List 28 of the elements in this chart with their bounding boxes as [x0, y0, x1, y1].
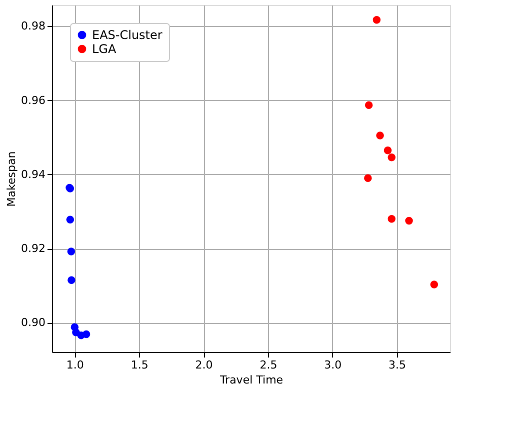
x-tick-label: 1.5 — [130, 358, 148, 372]
point — [405, 216, 413, 225]
y-axis-title: Makespan — [5, 151, 18, 207]
x-tick-label: 3.0 — [324, 358, 342, 372]
y-tick-label: 0.94 — [21, 168, 46, 181]
point — [68, 276, 76, 284]
x-tick-label: 2.0 — [195, 358, 213, 372]
point — [388, 154, 396, 162]
point — [388, 215, 396, 223]
x-tick-label: 3.5 — [388, 358, 406, 372]
point — [376, 132, 384, 140]
point — [66, 216, 74, 224]
x-axis-title: Travel Time — [218, 374, 284, 386]
point — [364, 174, 372, 182]
point — [82, 330, 90, 338]
y-tick-label: 0.98 — [21, 20, 46, 33]
point — [364, 101, 373, 109]
y-tick-label: 0.90 — [21, 316, 46, 330]
point — [430, 280, 438, 288]
y-tick-label: 0.96 — [21, 94, 46, 107]
y-tick-label: 0.92 — [21, 242, 46, 256]
x-tick-label: 2.5 — [260, 358, 278, 372]
point — [384, 146, 392, 154]
legend-label: LGA — [92, 42, 117, 56]
x-tick-label: 1.0 — [66, 358, 84, 372]
point — [372, 16, 381, 24]
legend-label: EAS-Cluster — [92, 28, 162, 42]
point — [67, 248, 76, 256]
